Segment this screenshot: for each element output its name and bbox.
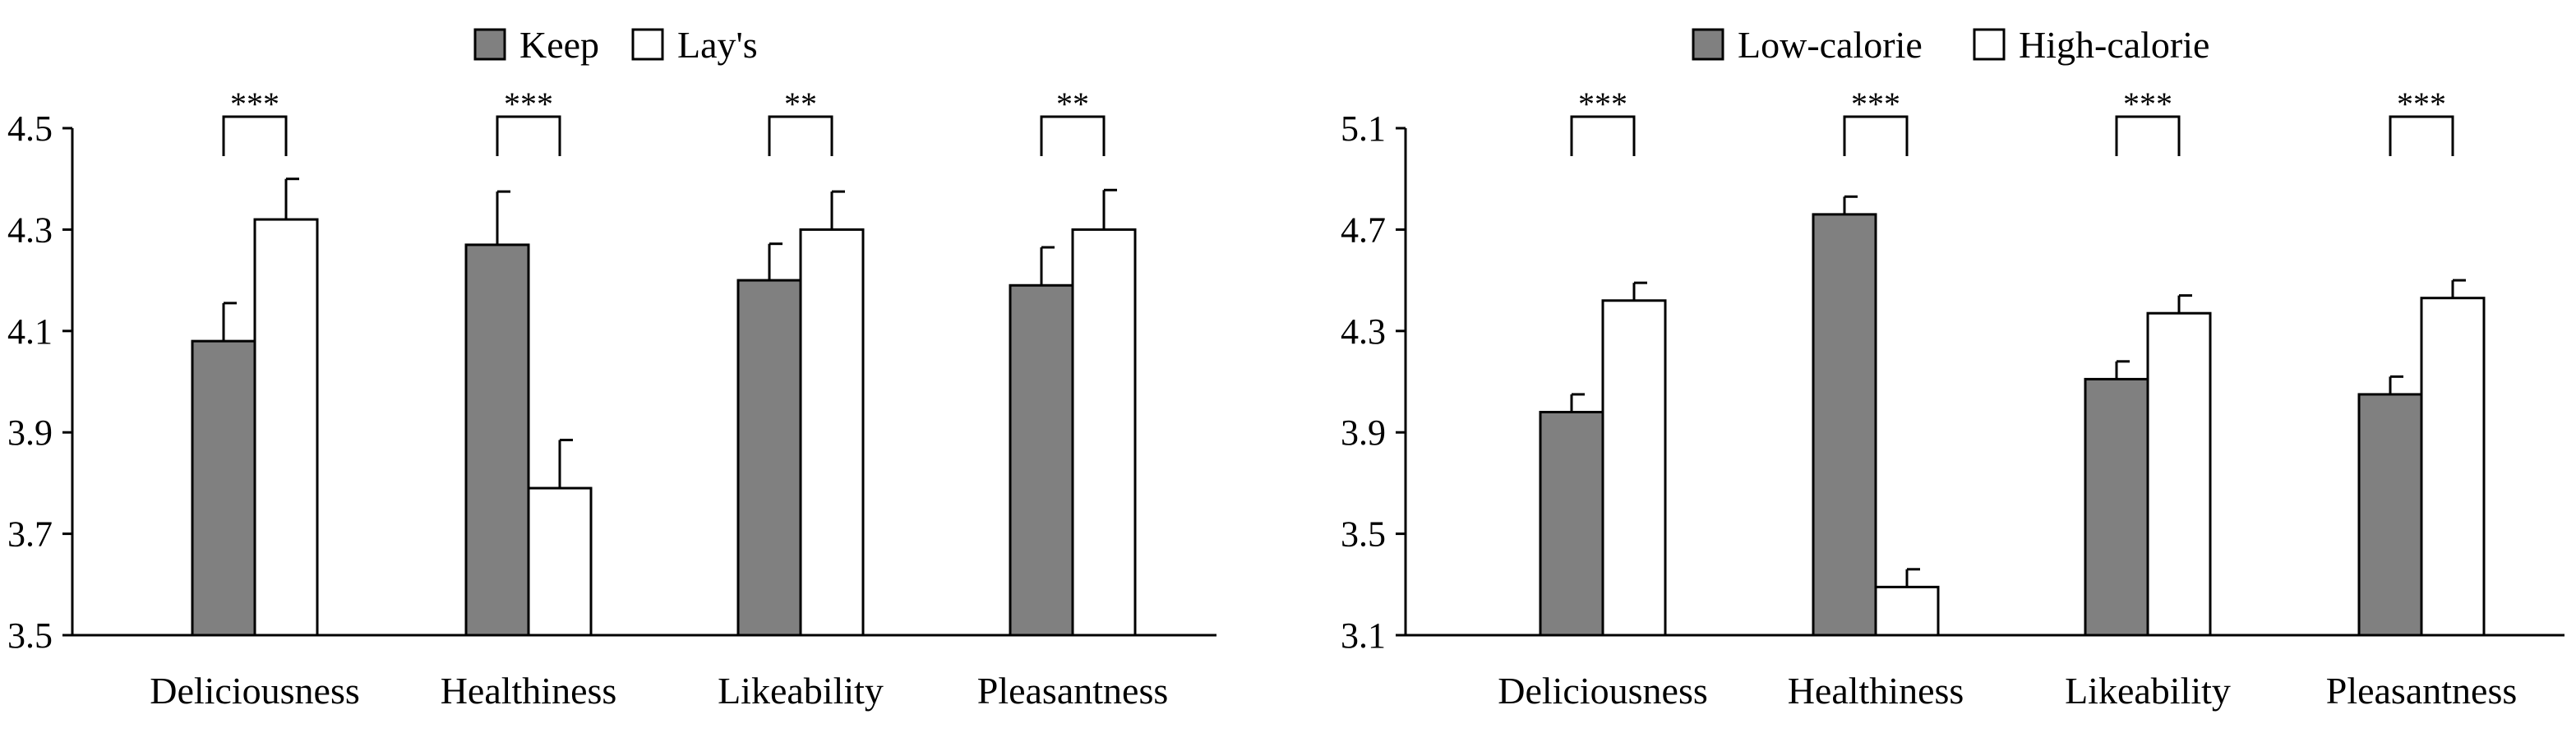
- y-tick-label: 4.1: [7, 311, 53, 352]
- legend-swatch: [473, 28, 506, 61]
- chart-keep-vs-lays: 3.5 3.7 3.9 4.1 4.3 4.5 *** Deliciousness *** Hea…: [7, 24, 1216, 712]
- bar: [2146, 311, 2212, 637]
- y-tick-label: 3.5: [7, 615, 53, 656]
- significance-label: ***: [2123, 85, 2172, 122]
- y-tick-label: 4.3: [1341, 311, 1386, 352]
- bar: [1601, 299, 1667, 637]
- y-tick-label: 3.5: [1341, 514, 1386, 555]
- bar: [1874, 585, 1940, 637]
- significance-label: **: [1056, 85, 1089, 122]
- legend-label: Low-calorie: [1738, 24, 1923, 66]
- bar: [2420, 297, 2486, 637]
- significance-bracket: [222, 115, 288, 156]
- y-tick-label: 4.3: [7, 210, 53, 250]
- significance-label: ***: [230, 85, 279, 122]
- y-tick-label: 4.7: [1341, 210, 1386, 250]
- category-label: Deliciousness: [1498, 670, 1708, 712]
- significance-label: **: [784, 85, 817, 122]
- bar: [527, 486, 593, 637]
- category-label: Pleasantness: [977, 670, 1169, 712]
- bar: [1071, 228, 1137, 637]
- significance-bracket: [1843, 115, 1909, 156]
- category-label: Likeability: [718, 670, 884, 712]
- bar: [2357, 393, 2423, 637]
- legend-label: Lay's: [677, 24, 758, 66]
- significance-label: ***: [1578, 85, 1627, 122]
- bar: [191, 339, 256, 637]
- category-label: Healthiness: [1788, 670, 1964, 712]
- chart-low-vs-high-calorie: 3.1 3.5 3.9 4.3 4.7 5.1 *** Deliciousness *** Hea…: [1341, 24, 2564, 712]
- significance-label: ***: [504, 85, 553, 122]
- y-tick-label: 4.5: [7, 108, 53, 149]
- bar: [464, 243, 530, 637]
- category-label: Healthiness: [441, 670, 617, 712]
- category-label: Pleasantness: [2326, 670, 2518, 712]
- significance-bracket: [2389, 115, 2454, 156]
- bar: [799, 228, 865, 637]
- y-tick-label: 3.1: [1341, 615, 1386, 656]
- bar: [1009, 283, 1074, 637]
- significance-bracket: [1040, 115, 1106, 156]
- bar: [2084, 377, 2149, 637]
- significance-bracket: [768, 115, 833, 156]
- y-tick-label: 3.9: [7, 412, 53, 453]
- category-label: Likeability: [2065, 670, 2231, 712]
- bar: [1812, 213, 1877, 637]
- y-tick-label: 3.9: [1341, 412, 1386, 453]
- significance-bracket: [1570, 115, 1636, 156]
- legend-swatch: [1973, 28, 2006, 61]
- legend-swatch: [631, 28, 664, 61]
- bar: [253, 218, 319, 637]
- significance-bracket: [2115, 115, 2181, 156]
- legend-label: High-calorie: [2019, 24, 2209, 66]
- bar: [1539, 411, 1604, 637]
- significance-label: ***: [1851, 85, 1900, 122]
- legend-swatch: [1692, 28, 1724, 61]
- y-tick-label: 5.1: [1341, 108, 1386, 149]
- legend-label: Keep: [519, 24, 599, 66]
- category-label: Deliciousness: [150, 670, 360, 712]
- y-tick-label: 3.7: [7, 514, 53, 555]
- significance-bracket: [496, 115, 561, 156]
- bar: [736, 279, 802, 637]
- significance-label: ***: [2397, 85, 2446, 122]
